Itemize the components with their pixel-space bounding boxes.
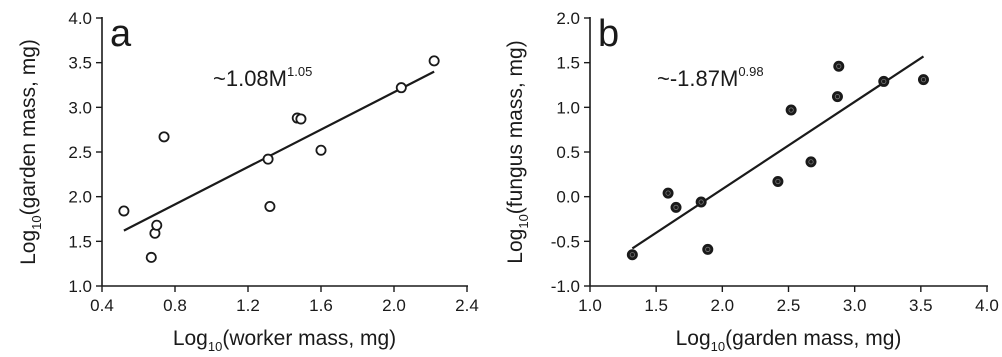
x-tick-label: 0.4 <box>90 296 114 315</box>
regression-line <box>123 70 435 232</box>
data-point <box>785 104 797 116</box>
panel-letter: a <box>110 13 132 55</box>
data-point <box>145 251 157 263</box>
y-axis-title-rest: (garden mass, mg) <box>17 39 40 215</box>
y-tick-label: 3.5 <box>68 54 92 73</box>
fit-equation: ~1.08M1.05 <box>213 64 312 91</box>
x-axis-title: Log10(garden mass, mg) <box>676 327 902 354</box>
fit-equation-text: ~-1.87M <box>657 66 738 91</box>
data-point-highlight <box>629 252 635 258</box>
data-point <box>626 249 638 261</box>
data-point-highlight <box>808 159 814 165</box>
data-point <box>772 175 784 187</box>
y-tick-label: 2.0 <box>556 9 580 28</box>
y-tick-label: 1.0 <box>556 98 580 117</box>
x-axis-title-subscript: 10 <box>208 339 222 354</box>
x-axis-title-subscript: 10 <box>711 339 725 354</box>
data-point-highlight <box>705 246 711 252</box>
data-point <box>917 74 929 86</box>
y-tick-label: -0.5 <box>551 232 580 251</box>
fit-equation-exponent: 0.98 <box>738 64 763 79</box>
x-tick-label: 4.0 <box>975 296 999 315</box>
data-point <box>670 201 682 213</box>
data-point-highlight <box>788 107 794 113</box>
y-tick-label: 1.5 <box>68 232 92 251</box>
y-tick-label: 3.0 <box>68 98 92 117</box>
data-point <box>695 196 707 208</box>
data-point <box>315 144 327 156</box>
x-axis-title: Log10(worker mass, mg) <box>173 327 396 354</box>
y-axis-title-prefix: Log <box>504 229 527 264</box>
x-tick-label: 3.0 <box>843 296 867 315</box>
data-point <box>264 200 276 212</box>
data-point <box>158 131 170 143</box>
x-tick-label: 0.8 <box>163 296 187 315</box>
data-point <box>151 219 163 231</box>
x-tick-label: 1.0 <box>578 296 602 315</box>
data-point-highlight <box>698 199 704 205</box>
y-tick-label: -1.0 <box>551 277 580 296</box>
x-tick-label: 2.0 <box>382 296 406 315</box>
panel-letter: b <box>598 13 619 55</box>
data-point <box>805 156 817 168</box>
y-tick-label: 2.5 <box>68 143 92 162</box>
fit-equation-text: ~1.08M <box>213 66 287 91</box>
y-axis-title-subscript: 10 <box>29 215 44 229</box>
y-axis-title-subscript: 10 <box>516 214 531 228</box>
x-tick-label: 1.5 <box>644 296 668 315</box>
data-point <box>295 113 307 125</box>
x-axis-title-rest: (worker mass, mg) <box>222 327 396 350</box>
y-axis-title-prefix: Log <box>17 230 40 265</box>
data-point <box>662 187 674 199</box>
data-point <box>702 243 714 255</box>
y-tick-label: 1.5 <box>556 54 580 73</box>
data-point <box>262 153 274 165</box>
data-point <box>118 205 130 217</box>
y-axis-title: Log10(fungus mass, mg) <box>504 40 531 263</box>
y-axis-title-rest: (fungus mass, mg) <box>504 40 527 214</box>
data-point-highlight <box>836 63 842 69</box>
y-tick-label: 1.0 <box>68 277 92 296</box>
x-axis-title-prefix: Log <box>173 327 208 350</box>
x-tick-label: 1.6 <box>309 296 333 315</box>
data-point <box>833 60 845 72</box>
data-point-highlight <box>834 94 841 100</box>
x-tick-label: 2.0 <box>711 296 735 315</box>
fit-equation-exponent: 1.05 <box>287 64 312 79</box>
x-tick-label: 3.5 <box>909 296 933 315</box>
data-point-highlight <box>920 77 927 83</box>
fit-equation: ~-1.87M0.98 <box>657 64 764 91</box>
data-point <box>395 82 407 94</box>
data-point-highlight <box>881 78 887 85</box>
regression-line <box>631 55 925 250</box>
data-point <box>831 91 843 103</box>
y-tick-label: 2.0 <box>68 188 92 207</box>
x-tick-label: 1.2 <box>236 296 260 315</box>
y-tick-label: 0.5 <box>556 143 580 162</box>
data-point <box>878 75 890 87</box>
data-point-highlight <box>775 178 781 185</box>
data-point-highlight <box>673 204 679 210</box>
data-point-highlight <box>665 190 671 196</box>
y-axis-title: Log10(garden mass, mg) <box>17 39 44 265</box>
y-tick-label: 4.0 <box>68 9 92 28</box>
x-axis-title-rest: (garden mass, mg) <box>725 327 901 350</box>
x-axis-title-prefix: Log <box>676 327 711 350</box>
x-tick-label: 2.4 <box>455 296 479 315</box>
y-tick-label: 0.0 <box>556 188 580 207</box>
panel-b: 1.0 1.5 2.0 2.5 3.0 3.5 4.0 -1.0 -0.5 0.0 0.5 1.0 1.… <box>504 9 999 354</box>
panel-a: 0.4 0.8 1.2 1.6 2.0 2.41.01.52.02.53.03.54.0 … <box>17 9 479 354</box>
x-tick-label: 2.5 <box>777 296 801 315</box>
data-point <box>428 55 440 67</box>
